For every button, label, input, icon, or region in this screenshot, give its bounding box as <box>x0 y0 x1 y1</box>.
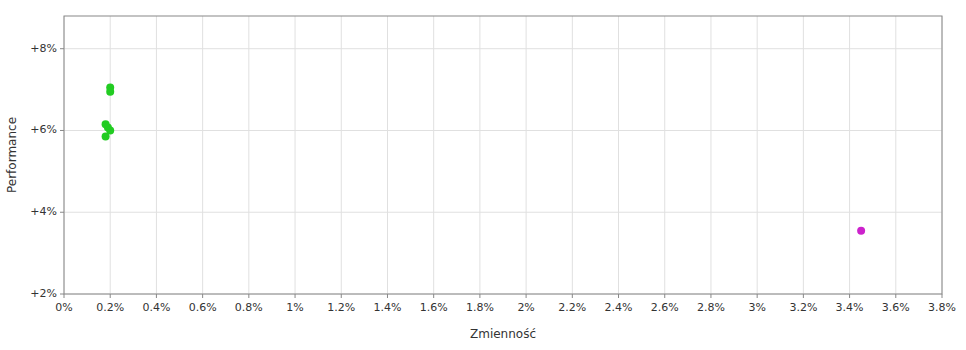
tick-label-x: 1.4% <box>373 301 401 314</box>
grid-line-x <box>156 16 157 294</box>
tick-x <box>433 294 434 298</box>
grid-line-x <box>803 16 804 294</box>
grid <box>64 16 942 294</box>
grid-line-x <box>526 16 527 294</box>
plot-area <box>64 16 942 294</box>
tick-y <box>60 130 64 131</box>
tick-x <box>618 294 619 298</box>
grid-line-x <box>849 16 850 294</box>
point <box>857 227 865 235</box>
tick-label-x: 2.6% <box>651 301 679 314</box>
grid-line-x <box>572 16 573 294</box>
grid-line-x <box>341 16 342 294</box>
tick-label-x: 3.8% <box>928 301 956 314</box>
tick-label-x: 0.4% <box>142 301 170 314</box>
tick-label-x: 1.8% <box>466 301 494 314</box>
tick-x <box>110 294 111 298</box>
tick-x <box>202 294 203 298</box>
chart: 0% 0.2% 0.4% 0.6% 0.8% 1% 1.2% 1.4% 1.6% 1.8% 2% 2.… <box>0 0 966 350</box>
grid-line-x <box>710 16 711 294</box>
tick-x <box>479 294 480 298</box>
grid-line-x <box>202 16 203 294</box>
grid-line-x <box>895 16 896 294</box>
tick-x <box>526 294 527 298</box>
series <box>102 84 115 141</box>
series <box>857 227 865 235</box>
tick-label-x: 1.6% <box>420 301 448 314</box>
point <box>102 133 110 141</box>
tick-label-x: 2.2% <box>558 301 586 314</box>
tick-x <box>895 294 896 298</box>
tick-label-x: 3% <box>748 301 765 314</box>
grid-line-x <box>479 16 480 294</box>
tick-label-x: 2.8% <box>697 301 725 314</box>
tick-x <box>849 294 850 298</box>
tick-x <box>710 294 711 298</box>
tick-y <box>60 294 64 295</box>
axes: 0% 0.2% 0.4% 0.6% 0.8% 1% 1.2% 1.4% 1.6% 1.8% 2% 2.… <box>30 16 956 314</box>
tick-label-y: +6% <box>30 123 57 136</box>
grid-line-x <box>618 16 619 294</box>
tick-label-y: +4% <box>30 205 57 218</box>
tick-y <box>60 48 64 49</box>
grid-line-x <box>110 16 111 294</box>
tick-label-y: +2% <box>30 287 57 300</box>
tick-x <box>295 294 296 298</box>
tick-x <box>341 294 342 298</box>
tick-label-x: 2% <box>517 301 534 314</box>
tick-y <box>60 212 64 213</box>
grid-line-x <box>387 16 388 294</box>
marks <box>102 84 866 235</box>
tick-label-x: 2.4% <box>605 301 633 314</box>
tick-x <box>572 294 573 298</box>
tick-label-x: 0.8% <box>235 301 263 314</box>
tick-label-x: 0.2% <box>96 301 124 314</box>
tick-label-x: 3.2% <box>789 301 817 314</box>
grid-line-x <box>664 16 665 294</box>
grid-line-y <box>64 48 942 49</box>
grid-line-x <box>295 16 296 294</box>
tick-x <box>664 294 665 298</box>
grid-line-x <box>433 16 434 294</box>
point <box>106 88 114 96</box>
tick-label-x: 1.2% <box>327 301 355 314</box>
tick-x <box>803 294 804 298</box>
grid-line-x <box>757 16 758 294</box>
y-axis-label: Performance <box>5 117 19 193</box>
tick-x <box>942 294 943 298</box>
grid-line-x <box>248 16 249 294</box>
grid-line-y <box>64 130 942 131</box>
tick-label-x: 0% <box>55 301 72 314</box>
grid-line-y <box>64 212 942 213</box>
tick-x <box>757 294 758 298</box>
tick-label-x: 3.4% <box>836 301 864 314</box>
tick-x <box>156 294 157 298</box>
tick-label-x: 0.6% <box>189 301 217 314</box>
plot-frame <box>64 16 942 294</box>
tick-x <box>64 294 65 298</box>
tick-label-x: 1% <box>286 301 303 314</box>
tick-x <box>387 294 388 298</box>
tick-label-x: 3.6% <box>882 301 910 314</box>
tick-x <box>248 294 249 298</box>
x-axis-label: Zmienność <box>470 327 536 341</box>
tick-label-y: +8% <box>30 42 57 55</box>
